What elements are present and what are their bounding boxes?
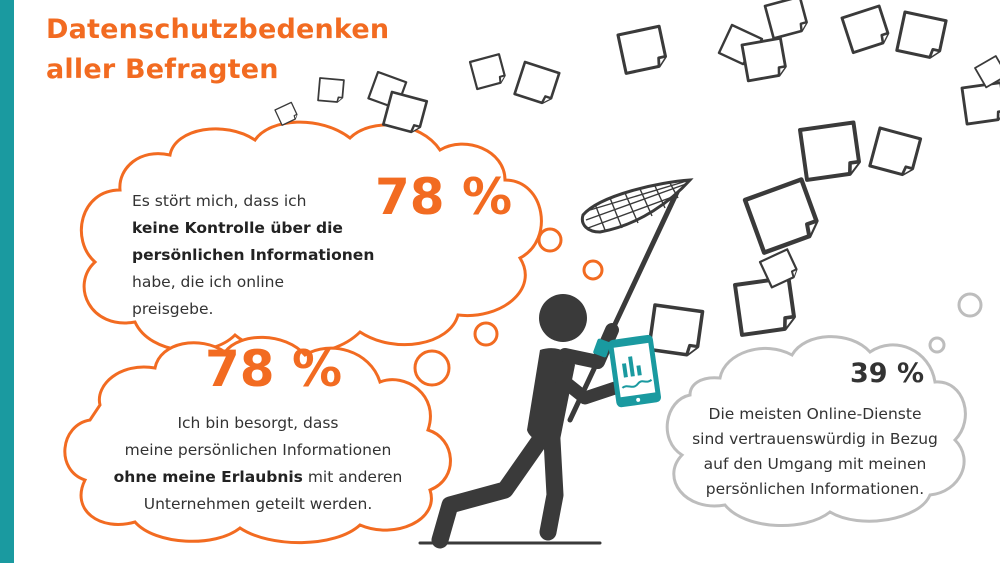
paper-icon — [381, 90, 429, 136]
cloud-bubble-3 — [665, 335, 967, 527]
paper-icon — [895, 10, 948, 61]
paper-icon — [468, 53, 508, 91]
page-title: Datenschutzbedenken aller Befragten — [46, 10, 466, 90]
paper-icon — [317, 77, 345, 104]
bubble-2-line: Ich bin besorgt, dass — [177, 414, 339, 432]
paper-icon — [960, 81, 1000, 126]
wristband-icon — [593, 338, 611, 358]
bubble-1-percent: 78 % — [375, 168, 513, 226]
thought-circles-grey — [928, 292, 983, 354]
bubble-3-line: auf den Umgang mit meinen — [703, 455, 927, 473]
paper-icon — [868, 126, 923, 179]
paper-icon — [740, 36, 789, 83]
cloud-bubble-1 — [79, 120, 543, 356]
bubble-1-line: habe, die ich online — [132, 273, 285, 291]
paper-icon — [745, 179, 821, 252]
tablet-icon — [608, 334, 662, 408]
title-line-2: aller Befragten — [46, 54, 279, 85]
paper-icon — [798, 120, 863, 182]
title-line-1: Datenschutzbedenken — [46, 14, 390, 45]
bubble-2-line: meine persönlichen Informationen — [124, 441, 392, 459]
bubble-1-bold-line: keine Kontrolle über die — [132, 219, 343, 237]
bubble-2-bold-part: ohne meine Erlaubnis — [113, 468, 303, 486]
paper-icon — [616, 24, 669, 75]
bubble-3-text: Die meisten Online-Dienste sind vertraue… — [670, 402, 960, 502]
bubble-2-line-rest: mit anderen — [302, 468, 403, 486]
bubble-1-line: preisgebe. — [132, 300, 214, 318]
paper-icon — [647, 303, 705, 358]
bubble-1-line: Es stört mich, dass ich — [132, 192, 307, 210]
bubble-2-line: Unternehmen geteilt werden. — [143, 495, 373, 513]
cloud-bubble-2 — [63, 335, 452, 545]
butterfly-net-icon — [567, 178, 694, 423]
bubble-3-line: sind vertrauenswürdig in Bezug — [692, 430, 938, 448]
bubble-3-percent: 39 % — [850, 358, 925, 389]
person-figure-icon — [418, 294, 622, 549]
paper-icon — [513, 60, 561, 107]
bubble-3-line: Die meisten Online-Dienste — [708, 405, 922, 423]
thought-circles-orange — [413, 227, 604, 387]
paper-icon — [733, 275, 798, 337]
paper-icon — [840, 4, 892, 55]
paper-icon — [763, 0, 810, 40]
bubble-2-text: Ich bin besorgt, dass meine persönlichen… — [98, 410, 418, 518]
bubble-1-bold-line: persönlichen Informationen — [132, 246, 375, 264]
bubble-2-percent: 78 % — [205, 340, 343, 398]
left-accent-stripe — [0, 0, 14, 563]
bubble-3-line: persönlichen Informationen. — [705, 480, 925, 498]
bubble-1-text: Es stört mich, dass ich keine Kontrolle … — [132, 188, 402, 323]
